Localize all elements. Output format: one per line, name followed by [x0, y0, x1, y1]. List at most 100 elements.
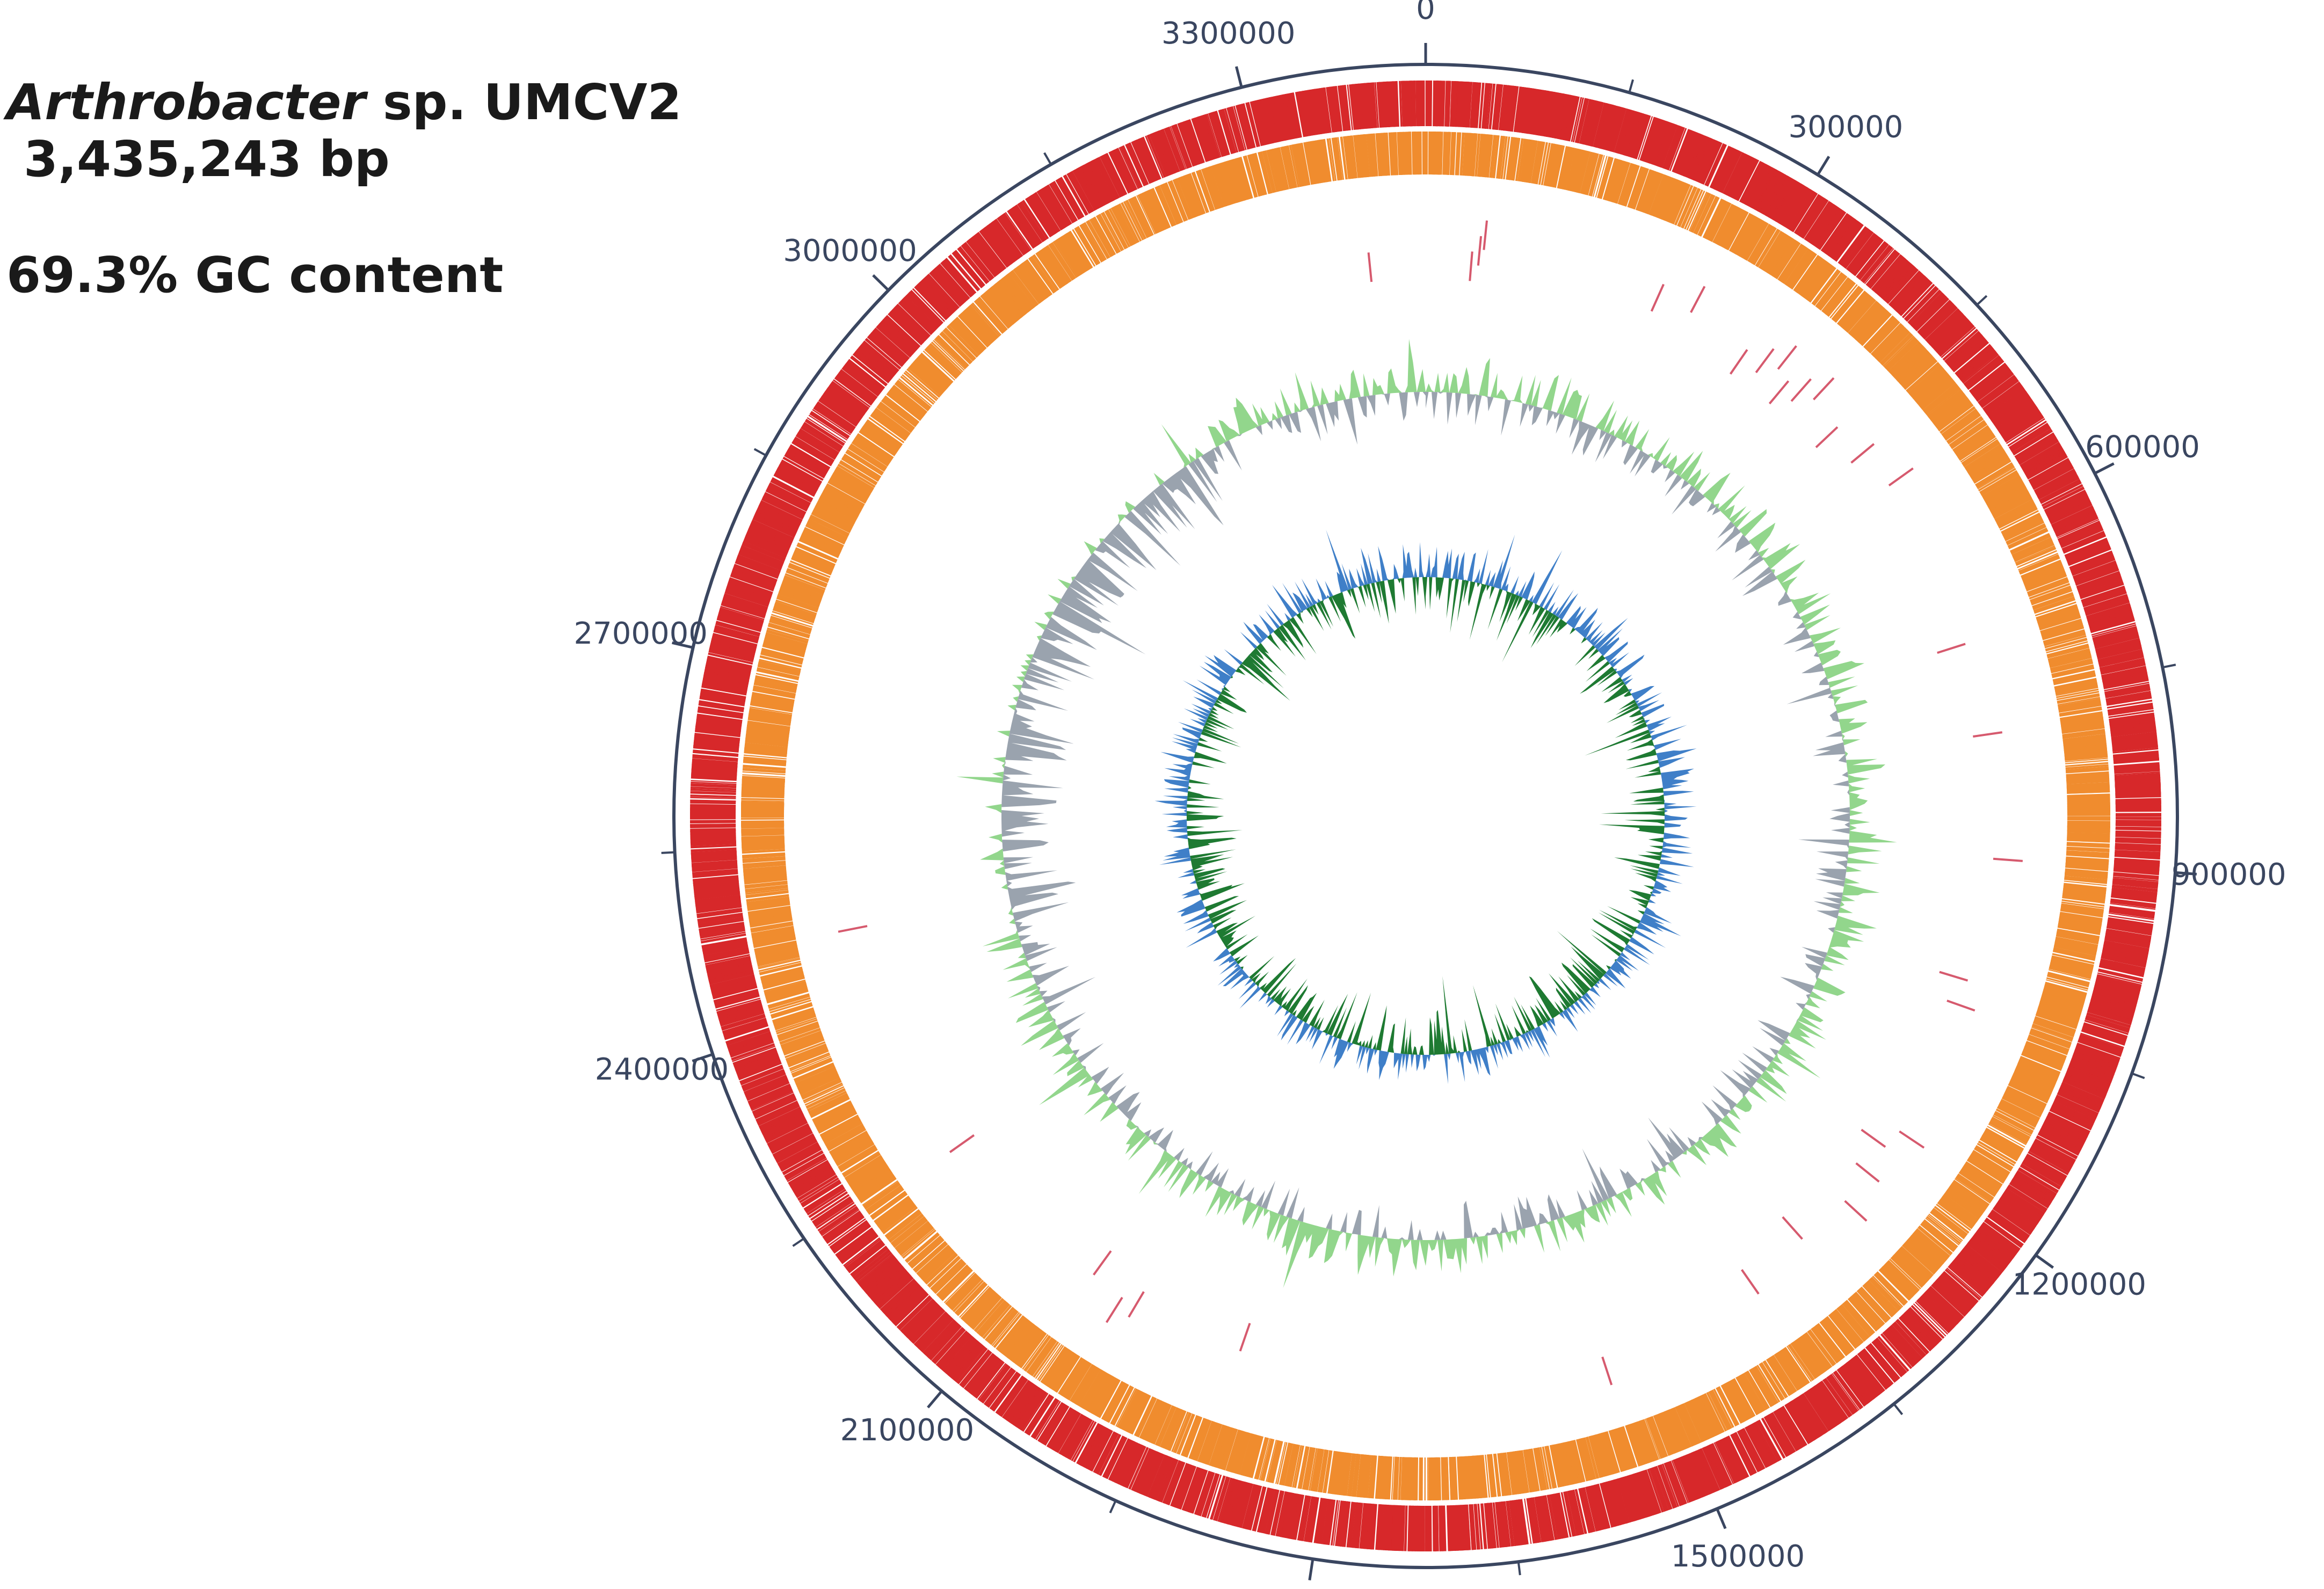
- cds-feature: [1946, 1267, 1982, 1299]
- cds-feature: [2054, 1097, 2097, 1119]
- cds-feature: [970, 303, 1001, 337]
- cds-feature: [816, 501, 856, 524]
- cds-feature: [1033, 254, 1059, 290]
- cds-feature: [1371, 82, 1378, 128]
- cds-feature: [1824, 280, 1853, 315]
- cds-feature: [929, 271, 963, 307]
- cds-feature: [1902, 358, 1937, 390]
- cds-feature: [748, 907, 791, 916]
- cds-feature: [747, 718, 791, 726]
- cds-feature: [1035, 1343, 1061, 1379]
- cds-feature: [2107, 699, 2153, 709]
- cds-feature: [1292, 92, 1302, 138]
- cds-feature: [2110, 903, 2156, 910]
- cds-feature: [1908, 1237, 1943, 1267]
- cds-feature: [1160, 183, 1181, 225]
- cds-feature: [967, 1355, 999, 1394]
- cds-feature: [1963, 1164, 2001, 1191]
- cds-feature: [1972, 1149, 2010, 1175]
- cds-feature: [779, 462, 821, 487]
- cds-feature: [1716, 1387, 1738, 1426]
- cds-feature: [998, 280, 1027, 315]
- cds-feature: [1074, 1366, 1099, 1405]
- cds-feature: [1061, 235, 1086, 273]
- tick-mark: [2094, 462, 2115, 475]
- cds-feature: [2113, 872, 2159, 879]
- cds-feature: [1775, 242, 1801, 280]
- cds-feature: [1503, 136, 1510, 180]
- cds-feature: [1998, 1103, 2038, 1125]
- cds-feature: [1063, 1416, 1087, 1457]
- cds-feature: [1187, 173, 1205, 215]
- cds-feature: [1792, 193, 1818, 232]
- cds-feature: [1953, 341, 1989, 373]
- cds-feature: [911, 361, 946, 393]
- cds-feature: [1209, 1424, 1225, 1466]
- cds-feature: [844, 1238, 881, 1268]
- cds-feature: [1698, 140, 1720, 184]
- cds-reverse-track: [741, 132, 2110, 1500]
- cds-feature: [2062, 533, 2105, 552]
- cds-feature: [690, 823, 736, 826]
- cds-feature: [919, 1248, 954, 1280]
- cds-feature: [1635, 115, 1651, 159]
- cds-feature: [990, 1310, 1019, 1345]
- cds-feature: [1812, 207, 1841, 246]
- cds-feature: [1546, 1495, 1557, 1540]
- cds-feature: [870, 330, 909, 363]
- cds-feature: [1174, 123, 1193, 168]
- cds-feature: [2052, 953, 2095, 964]
- cds-feature: [1231, 1481, 1245, 1526]
- cds-feature: [1763, 234, 1788, 272]
- tick-label: 1200000: [2013, 1267, 2146, 1302]
- cds-feature: [1813, 270, 1841, 306]
- cds-feature: [1509, 1500, 1517, 1546]
- cds-feature: [1977, 467, 2015, 490]
- cds-feature: [1740, 162, 1765, 204]
- cds-feature: [1003, 213, 1030, 252]
- cds-feature: [1928, 390, 1965, 421]
- cds-feature: [825, 1123, 863, 1146]
- cds-feature: [1721, 1383, 1744, 1424]
- cds-feature: [1220, 1428, 1235, 1470]
- cds-feature: [1100, 1434, 1122, 1476]
- cds-feature: [1577, 98, 1588, 143]
- cds-feature: [771, 614, 813, 628]
- cds-feature: [1080, 1369, 1105, 1409]
- cds-feature: [1093, 1431, 1116, 1473]
- cds-feature: [900, 375, 934, 405]
- cds-feature: [1266, 149, 1279, 192]
- cds-feature: [2022, 563, 2062, 580]
- cds-feature: [1930, 393, 1967, 424]
- cds-feature: [1275, 1441, 1286, 1484]
- cds-feature: [757, 667, 800, 679]
- cds-feature: [2047, 1111, 2090, 1134]
- cds-feature: [1152, 187, 1171, 228]
- cds-feature: [1219, 1478, 1234, 1523]
- cds-feature: [2056, 1094, 2099, 1117]
- cds-feature: [1087, 1373, 1110, 1412]
- cds-feature: [1643, 172, 1659, 213]
- cds-feature: [1084, 222, 1107, 260]
- cds-feature: [2109, 718, 2155, 726]
- cds-feature: [1762, 1360, 1788, 1399]
- cds-feature: [1970, 1235, 2010, 1267]
- cds-feature: [1653, 1415, 1670, 1456]
- cds-feature: [1924, 1290, 1960, 1324]
- cds-feature: [2093, 987, 2138, 1003]
- cds-feature: [1906, 362, 1941, 393]
- cds-feature: [923, 1319, 955, 1354]
- cds-feature: [878, 402, 915, 431]
- cds-feature: [1028, 1338, 1055, 1375]
- cds-feature: [776, 1019, 818, 1035]
- cds-feature: [1994, 1113, 2033, 1134]
- cds-feature: [2047, 645, 2090, 659]
- cds-feature: [1760, 1362, 1784, 1401]
- cds-feature: [1201, 115, 1217, 159]
- cds-feature: [1112, 1440, 1135, 1483]
- cds-feature: [692, 758, 738, 764]
- cds-feature: [691, 850, 737, 855]
- cds-feature: [785, 1041, 825, 1058]
- cds-feature: [1485, 83, 1491, 129]
- cds-feature: [811, 509, 852, 533]
